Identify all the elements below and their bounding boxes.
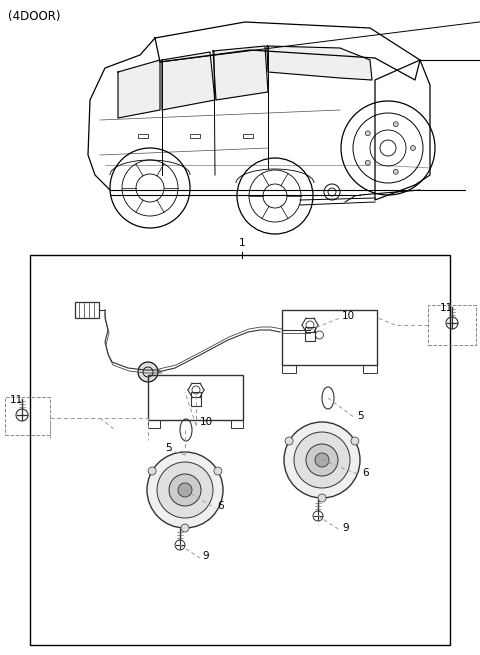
Circle shape xyxy=(351,437,359,445)
Polygon shape xyxy=(267,46,372,80)
Circle shape xyxy=(410,145,416,151)
Circle shape xyxy=(178,483,192,497)
Circle shape xyxy=(284,422,360,498)
Bar xyxy=(191,392,201,406)
Circle shape xyxy=(318,494,326,502)
Text: 9: 9 xyxy=(342,523,348,533)
Text: 10: 10 xyxy=(200,417,213,427)
Bar xyxy=(282,365,296,373)
Circle shape xyxy=(365,160,370,165)
Text: 5: 5 xyxy=(357,411,364,421)
Bar xyxy=(243,134,253,138)
Text: 1: 1 xyxy=(239,238,245,248)
Bar xyxy=(75,302,99,318)
Text: (4DOOR): (4DOOR) xyxy=(8,10,60,23)
Circle shape xyxy=(393,169,398,174)
Circle shape xyxy=(181,524,189,532)
Polygon shape xyxy=(162,52,215,110)
Text: 10: 10 xyxy=(342,311,355,321)
Text: 6: 6 xyxy=(217,501,224,511)
Circle shape xyxy=(138,362,158,382)
Circle shape xyxy=(393,122,398,126)
Circle shape xyxy=(169,474,201,506)
Bar xyxy=(148,375,243,420)
Circle shape xyxy=(315,453,329,467)
Circle shape xyxy=(365,131,370,136)
Circle shape xyxy=(148,467,156,475)
Bar xyxy=(305,327,315,341)
Circle shape xyxy=(157,462,213,518)
Polygon shape xyxy=(118,60,160,118)
Circle shape xyxy=(306,444,338,476)
Text: 11: 11 xyxy=(440,303,453,313)
Text: 9: 9 xyxy=(202,551,209,561)
Bar xyxy=(190,134,200,138)
Circle shape xyxy=(214,467,222,475)
Bar xyxy=(282,310,377,365)
Bar xyxy=(231,420,243,428)
Bar xyxy=(363,365,377,373)
Circle shape xyxy=(285,437,293,445)
Circle shape xyxy=(147,452,223,528)
Bar xyxy=(148,420,160,428)
Text: 6: 6 xyxy=(362,468,369,478)
Circle shape xyxy=(294,432,350,488)
Text: 11: 11 xyxy=(10,395,23,405)
Bar xyxy=(138,134,148,138)
Polygon shape xyxy=(213,46,268,100)
Text: 5: 5 xyxy=(166,443,172,453)
Bar xyxy=(30,255,450,645)
